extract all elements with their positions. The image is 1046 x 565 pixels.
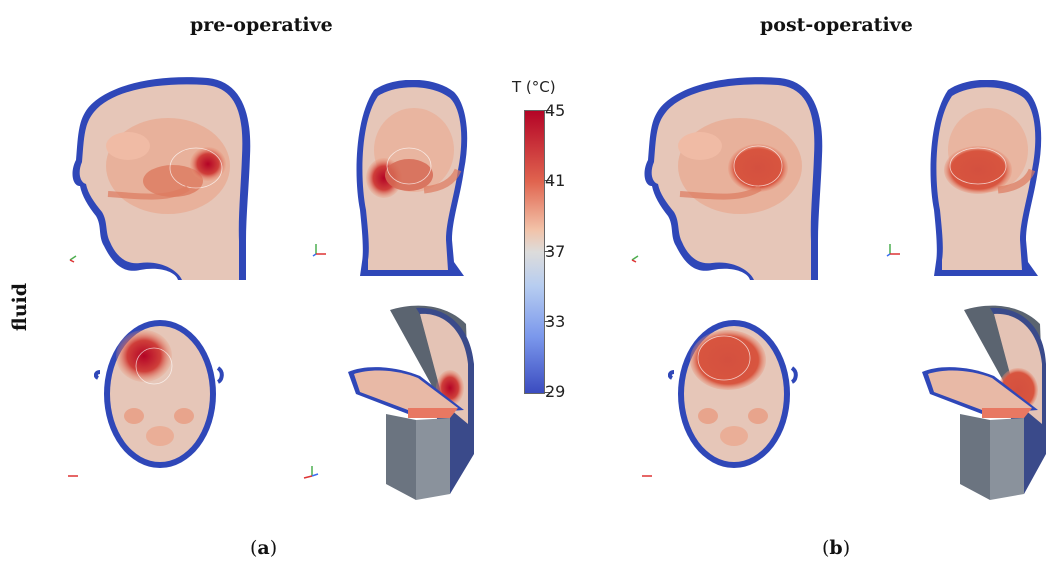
row-label-fluid: fluid [9, 282, 32, 332]
pre-axial-panel [94, 316, 226, 470]
axes-orientation-icon [886, 240, 904, 258]
caption-a: (a) [250, 537, 278, 559]
colorbar-tick [544, 321, 552, 322]
colorbar-tick-label: 41 [545, 171, 566, 190]
axes-orientation-icon [630, 252, 648, 270]
pre-coronal-panel [354, 80, 472, 280]
post-operative-title: post-operative [760, 14, 913, 36]
caption-b: (b) [822, 537, 851, 559]
post-3d-panel [920, 304, 1046, 504]
colorbar-tick [544, 180, 552, 181]
axes-orientation-icon [640, 470, 658, 488]
pre-operative-title: pre-operative [190, 14, 333, 36]
colorbar-tick-label: 33 [545, 312, 566, 331]
post-coronal-panel [928, 80, 1046, 280]
post-sagittal-panel [640, 76, 830, 282]
axes-orientation-icon [302, 462, 320, 480]
pre-3d-panel [346, 304, 496, 504]
colorbar-title: T (°C) [512, 78, 556, 96]
pre-sagittal-panel [68, 76, 258, 282]
colorbar-tick-label: 45 [545, 101, 566, 120]
colorbar-tick [544, 392, 552, 393]
post-axial-panel [668, 316, 800, 470]
caption-b-letter: b [829, 537, 843, 559]
axes-orientation-icon [312, 240, 330, 258]
axes-orientation-icon [68, 252, 86, 270]
colorbar-tick-label: 29 [545, 382, 566, 401]
caption-a-letter: a [257, 537, 270, 559]
colorbar [524, 110, 545, 394]
colorbar-tick [544, 110, 552, 111]
axes-orientation-icon [66, 470, 84, 488]
colorbar-tick-label: 37 [545, 242, 566, 261]
colorbar-tick [544, 251, 552, 252]
